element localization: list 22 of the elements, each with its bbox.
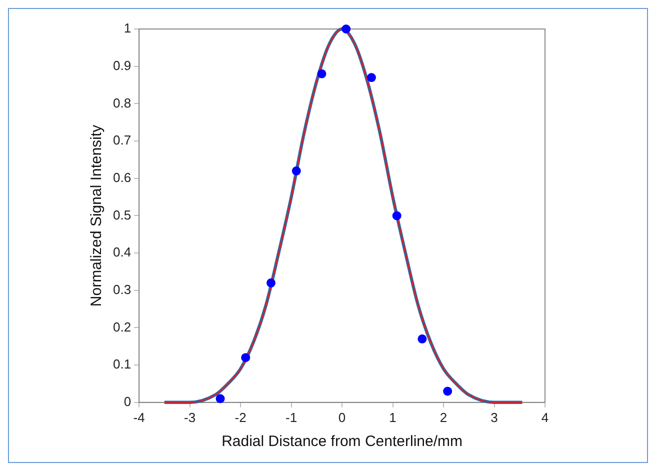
y-tick-label: 0.7: [112, 132, 132, 148]
y-axis-title: Normalized Signal Intensity: [88, 124, 106, 307]
x-tick-label: -4: [133, 410, 145, 425]
x-axis-title: Radial Distance from Centerline/mm: [222, 433, 462, 450]
x-tick-label: 3: [490, 410, 498, 425]
y-tick-label: 0.4: [112, 244, 132, 260]
x-tick-label: -3: [184, 410, 196, 425]
y-tick-label: 0.6: [112, 170, 132, 185]
y-tick-label: 0.5: [112, 207, 132, 222]
y-tick-label: 0.9: [112, 58, 132, 73]
y-tick-label: 0: [124, 394, 132, 409]
y-tick-label: 0.3: [112, 282, 132, 297]
x-tick-label: -2: [234, 410, 246, 425]
y-tick-label: 0.2: [112, 319, 132, 334]
y-tick-label: 0.1: [112, 356, 132, 372]
x-tick-label: 1: [389, 410, 396, 425]
y-tick-label: 0.8: [112, 95, 132, 110]
x-tick-label: 2: [440, 410, 448, 425]
x-tick-label: -1: [286, 410, 298, 425]
y-tick-label: 1: [124, 20, 132, 36]
x-tick-label: 0: [338, 410, 346, 425]
x-tick-label: 4: [541, 410, 549, 425]
